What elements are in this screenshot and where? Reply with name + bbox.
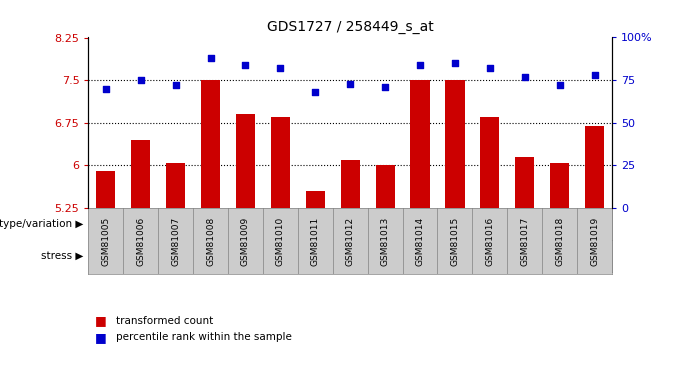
Point — [379, 84, 390, 90]
Bar — [333, 240, 612, 272]
Text: GSM81017: GSM81017 — [520, 216, 529, 266]
Text: GSM81009: GSM81009 — [241, 216, 250, 266]
Bar — [97, 171, 116, 208]
Text: GSM81019: GSM81019 — [590, 216, 599, 266]
Bar — [550, 163, 569, 208]
Bar — [201, 80, 220, 208]
Point — [101, 86, 112, 92]
Bar — [236, 114, 255, 208]
Point — [310, 89, 321, 95]
Text: GSM81012: GSM81012 — [345, 216, 355, 266]
Text: GSM81008: GSM81008 — [206, 216, 215, 266]
Text: white light: white light — [112, 251, 170, 261]
Text: GSM81013: GSM81013 — [381, 216, 390, 266]
Bar — [375, 165, 394, 208]
Bar — [298, 240, 333, 272]
Bar — [515, 157, 534, 208]
Text: UV-B light: UV-B light — [445, 251, 500, 261]
Text: hy5-1 mutant: hy5-1 mutant — [522, 219, 598, 229]
Text: genotype/variation ▶: genotype/variation ▶ — [0, 219, 83, 229]
Bar — [585, 126, 604, 208]
Point — [520, 74, 530, 80]
Point — [589, 72, 600, 78]
Text: white light: white light — [286, 251, 345, 261]
Text: ■: ■ — [95, 331, 107, 344]
Point — [240, 62, 251, 68]
Point — [449, 60, 460, 66]
Text: GSM81011: GSM81011 — [311, 216, 320, 266]
Text: uvr8-1 mutant: uvr8-1 mutant — [362, 219, 443, 229]
Text: UV-B light: UV-B light — [218, 251, 273, 261]
Text: GSM81018: GSM81018 — [555, 216, 564, 266]
Text: stress ▶: stress ▶ — [41, 251, 83, 261]
Point — [345, 81, 356, 87]
Text: GSM81016: GSM81016 — [486, 216, 494, 266]
Text: wild type: wild type — [168, 219, 218, 229]
Text: GSM81005: GSM81005 — [101, 216, 110, 266]
Bar — [88, 240, 193, 272]
Point — [135, 77, 146, 83]
Bar — [411, 80, 430, 208]
Bar — [131, 140, 150, 208]
Bar — [166, 163, 185, 208]
Bar — [298, 208, 507, 240]
Point — [484, 65, 495, 71]
Point — [170, 82, 181, 88]
Text: GSM81007: GSM81007 — [171, 216, 180, 266]
Title: GDS1727 / 258449_s_at: GDS1727 / 258449_s_at — [267, 20, 434, 34]
Text: GSM81010: GSM81010 — [276, 216, 285, 266]
Bar — [507, 208, 612, 240]
Text: GSM81015: GSM81015 — [450, 216, 460, 266]
Bar — [88, 208, 298, 240]
Point — [275, 65, 286, 71]
Point — [554, 82, 565, 88]
Text: GSM81006: GSM81006 — [136, 216, 146, 266]
Text: ■: ■ — [95, 314, 107, 327]
Bar — [193, 240, 298, 272]
Point — [415, 62, 426, 68]
Text: GSM81014: GSM81014 — [415, 216, 424, 266]
Bar — [341, 160, 360, 208]
Bar — [271, 117, 290, 208]
Bar — [480, 117, 499, 208]
Bar — [306, 191, 325, 208]
Bar — [445, 80, 464, 208]
Text: transformed count: transformed count — [116, 316, 213, 326]
Text: percentile rank within the sample: percentile rank within the sample — [116, 333, 292, 342]
Point — [205, 55, 216, 61]
